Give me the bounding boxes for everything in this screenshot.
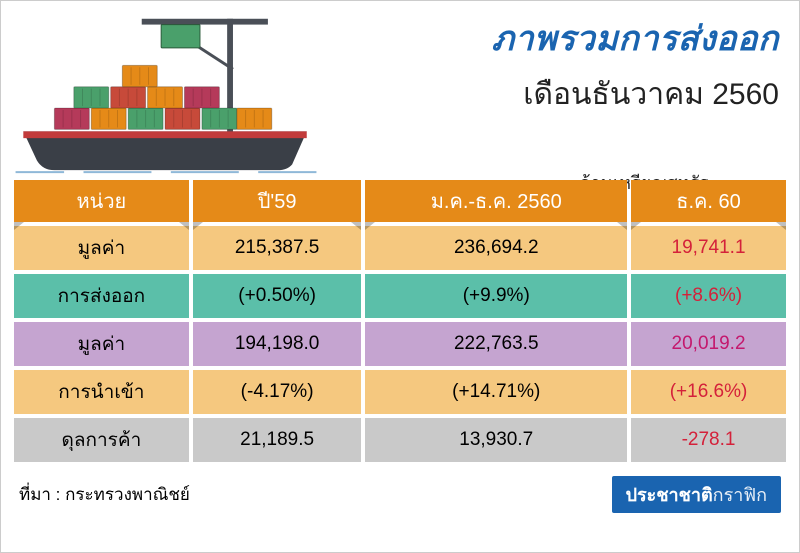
table-cell: 222,763.5 — [365, 322, 627, 366]
table-cell: 236,694.2 — [365, 226, 627, 270]
table-cell: 194,198.0 — [193, 322, 362, 366]
table-cell: (-4.17%) — [193, 370, 362, 414]
table-row: มูลค่า215,387.5236,694.219,741.1 — [14, 226, 786, 270]
table-cell: การนำเข้า — [14, 370, 189, 414]
table-cell: มูลค่า — [14, 226, 189, 270]
title-main: ภาพรวมการส่งออก — [492, 11, 779, 65]
table-cell: (+16.6%) — [631, 370, 786, 414]
table-row: ดุลการค้า21,189.513,930.7-278.1 — [14, 418, 786, 462]
table-cell: (+8.6%) — [631, 274, 786, 318]
table-cell: 20,019.2 — [631, 322, 786, 366]
table-cell: 13,930.7 — [365, 418, 627, 462]
brand-badge: ประชาชาติกราฟิก — [612, 476, 781, 513]
ship-illustration — [11, 11, 321, 176]
table-cell: (+0.50%) — [193, 274, 362, 318]
brand-prefix: ประชาชาติ — [626, 485, 713, 505]
table-cell: 215,387.5 — [193, 226, 362, 270]
brand-suffix: กราฟิก — [713, 485, 767, 505]
column-header: ธ.ค. 60 — [631, 180, 786, 222]
title-sub: เดือนธันวาคม 2560 — [492, 71, 779, 118]
table-row: การส่งออก(+0.50%)(+9.9%)(+8.6%) — [14, 274, 786, 318]
table-cell: มูลค่า — [14, 322, 189, 366]
table-cell: 19,741.1 — [631, 226, 786, 270]
column-header: ม.ค.-ธ.ค. 2560 — [365, 180, 627, 222]
table-cell: (+9.9%) — [365, 274, 627, 318]
source-label: ที่มา : กระทรวงพาณิชย์ — [19, 481, 190, 508]
column-header: ปี'59 — [193, 180, 362, 222]
export-table: หน่วยปี'59ม.ค.-ธ.ค. 2560ธ.ค. 60 มูลค่า21… — [10, 176, 790, 466]
table-row: การนำเข้า(-4.17%)(+14.71%)(+16.6%) — [14, 370, 786, 414]
table-cell: 21,189.5 — [193, 418, 362, 462]
table-cell: (+14.71%) — [365, 370, 627, 414]
column-header: หน่วย — [14, 180, 189, 222]
table-cell: -278.1 — [631, 418, 786, 462]
table-cell: การส่งออก — [14, 274, 189, 318]
table-cell: ดุลการค้า — [14, 418, 189, 462]
table-row: มูลค่า194,198.0222,763.520,019.2 — [14, 322, 786, 366]
